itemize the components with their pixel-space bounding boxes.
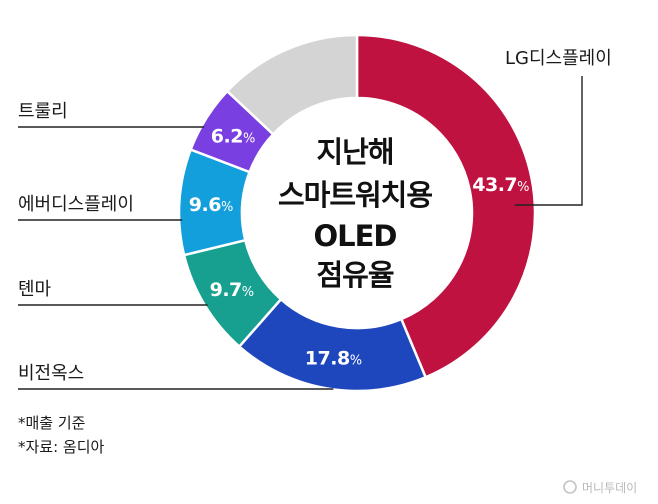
category-label-비전옥스: 비전옥스 — [18, 363, 84, 384]
brand-logo: 머니투데이 — [563, 480, 637, 495]
center-title-line-4: 점유율 — [316, 258, 393, 292]
leader-line-lg디스플레이 — [514, 76, 583, 206]
slice-other — [225, 33, 359, 137]
brand-name: 머니투데이 — [582, 481, 637, 495]
value-label-트룰리: 6.2% — [211, 125, 255, 147]
center-title: 지난해 스마트워치용 OLED 점유율 — [278, 135, 433, 292]
donut-slices — [177, 33, 537, 393]
category-label-lg디스플레이: LG디스플레이 — [505, 48, 612, 69]
value-label-에버디스플레이: 9.6% — [189, 194, 233, 216]
center-title-line-3: OLED — [313, 219, 396, 253]
value-label-비전옥스: 17.8% — [305, 348, 362, 370]
value-label-톈마: 9.7% — [210, 279, 254, 301]
center-title-line-1: 지난해 — [316, 135, 393, 169]
slice-lg디스플레이 — [355, 33, 537, 379]
center-title-line-2: 스마트워치용 — [278, 178, 432, 212]
category-label-에버디스플레이: 에버디스플레이 — [18, 194, 134, 215]
category-label-트룰리: 트룰리 — [18, 101, 68, 122]
brand-logo-icon — [563, 480, 577, 494]
value-label-lg디스플레이: 43.7% — [472, 174, 529, 196]
note-source: *자료: 옴디아 — [18, 438, 105, 456]
value-labels: 43.7% 17.8% 9.7% 9.6% 6.2% — [189, 125, 530, 370]
leader-lines — [18, 76, 583, 390]
note-basis: *매출 기준 — [18, 414, 86, 432]
category-label-톈마: 톈마 — [18, 279, 52, 300]
